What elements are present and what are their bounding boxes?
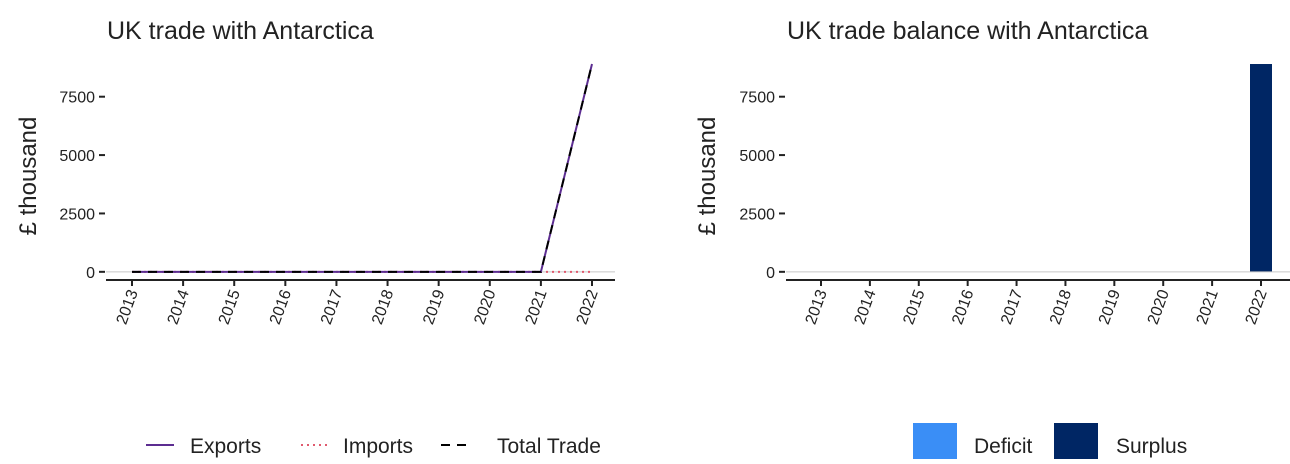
line-chart-x-tick-label: 2017 bbox=[318, 287, 346, 326]
series-line-exports bbox=[132, 63, 593, 273]
line-chart-x-tick-label: 2014 bbox=[165, 287, 193, 326]
line-chart-x-tick-label: 2022 bbox=[574, 287, 602, 326]
line-chart-series bbox=[132, 63, 593, 273]
line-chart-title: UK trade with Antarctica bbox=[107, 17, 374, 45]
legend-surplus-swatch bbox=[1054, 423, 1098, 459]
line-chart-x-tick-label: 2020 bbox=[471, 287, 499, 326]
legend-surplus-label: Surplus bbox=[1116, 435, 1187, 458]
bar-2022 bbox=[1250, 64, 1272, 272]
bar-chart-y-axis-label: £ thousand bbox=[694, 117, 721, 236]
line-chart-x-tick-label: 2021 bbox=[522, 287, 550, 326]
line-chart-y-axis-label: £ thousand bbox=[15, 117, 42, 236]
line-chart-x-ticks: 2013 2014 2015 2016 2017 2018 2019 2020 2021 2022 bbox=[114, 280, 602, 327]
bar-chart-axes bbox=[786, 271, 1290, 281]
line-chart-axes bbox=[106, 271, 615, 281]
legend-imports-label: Imports bbox=[343, 435, 413, 458]
line-chart-x-tick-label: 2016 bbox=[267, 287, 295, 326]
legend-total-trade-label: Total Trade bbox=[497, 435, 601, 458]
bar-chart-x-tick-label: 2018 bbox=[1047, 287, 1075, 326]
bar-chart-y-tick-label: 2500 bbox=[739, 206, 775, 223]
legend-exports-label: Exports bbox=[190, 435, 261, 458]
line-chart-x-tick-label: 2019 bbox=[420, 287, 448, 326]
bar-chart-y-tick-label: 0 bbox=[766, 265, 775, 282]
bar-chart-x-tick-label: 2015 bbox=[900, 287, 928, 326]
line-chart-y-tick-label: 0 bbox=[86, 265, 95, 282]
legend-deficit-swatch bbox=[913, 423, 957, 459]
bar-chart-panel: UK trade balance with Antarctica £ thous… bbox=[694, 17, 1290, 459]
bar-chart-x-tick-label: 2020 bbox=[1145, 287, 1173, 326]
bar-chart-y-ticks: 0 2500 5000 7500 bbox=[739, 90, 785, 282]
bar-chart-x-tick-label: 2017 bbox=[998, 287, 1026, 326]
legend-deficit-label: Deficit bbox=[974, 435, 1033, 458]
bar-chart-y-tick-label: 5000 bbox=[739, 148, 775, 165]
line-chart-panel: UK trade with Antarctica £ thousand 0 250… bbox=[15, 17, 615, 458]
line-chart-legend: Exports Imports Total Trade bbox=[146, 435, 601, 458]
bar-chart-legend: Deficit Surplus bbox=[913, 423, 1187, 459]
bar-chart-x-ticks: 2013 2014 2015 2016 2017 2018 2019 2020 2021 2022 bbox=[803, 280, 1271, 327]
bar-chart-x-tick-label: 2022 bbox=[1243, 287, 1271, 326]
bar-chart-x-tick-label: 2021 bbox=[1194, 287, 1222, 326]
bar-chart-title: UK trade balance with Antarctica bbox=[787, 17, 1148, 45]
bar-chart-x-tick-label: 2014 bbox=[851, 287, 879, 326]
line-chart-y-tick-label: 5000 bbox=[59, 148, 95, 165]
line-chart-y-tick-label: 7500 bbox=[59, 90, 95, 107]
line-chart-x-tick-label: 2013 bbox=[114, 287, 142, 326]
line-chart-y-ticks: 0 2500 5000 7500 bbox=[59, 90, 105, 282]
bar-chart-bars bbox=[1250, 64, 1272, 272]
bar-chart-x-tick-label: 2019 bbox=[1096, 287, 1124, 326]
line-chart-x-tick-label: 2018 bbox=[369, 287, 397, 326]
series-line-total-trade bbox=[132, 63, 593, 273]
line-chart-x-tick-label: 2015 bbox=[216, 287, 244, 326]
bar-chart-y-tick-label: 7500 bbox=[739, 90, 775, 107]
line-chart-y-tick-label: 2500 bbox=[59, 206, 95, 223]
bar-chart-x-tick-label: 2013 bbox=[803, 287, 831, 326]
bar-chart-x-tick-label: 2016 bbox=[949, 287, 977, 326]
